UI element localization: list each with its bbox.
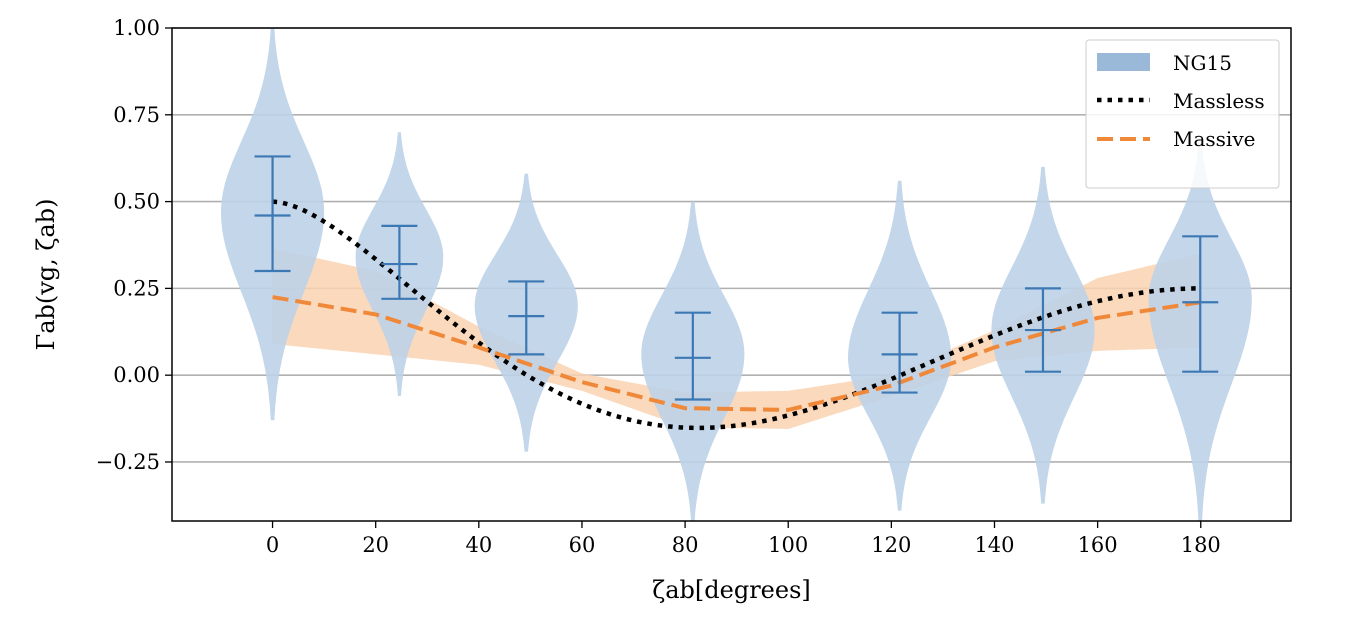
- x-axis-label: ζab[degrees]: [652, 576, 811, 604]
- x-tick-label: 20: [362, 533, 389, 557]
- ng15-errorbars: [254, 155, 1219, 401]
- axis-ticks: −0.25 0.00 0.25 0.50 0.75 1.00 0 20 40 60 80 100 120…: [96, 16, 1221, 557]
- x-tick-label: 160: [1078, 533, 1118, 557]
- y-tick-label: 0.00: [113, 363, 160, 387]
- legend-box: [1085, 39, 1280, 189]
- x-tick-label: 100: [768, 533, 808, 557]
- y-tick-label: −0.25: [96, 450, 160, 474]
- y-axis-label: Γab(vg, ζab): [32, 199, 60, 351]
- legend-ng15-label: NG15: [1173, 51, 1232, 75]
- plot-frame: [171, 27, 1292, 522]
- x-tick-label: 80: [672, 533, 699, 557]
- legend-massless-label: Massless: [1173, 89, 1265, 113]
- x-tick-label: 140: [974, 533, 1014, 557]
- legend-ng15-patch: [1097, 53, 1150, 71]
- y-tick-label: 0.25: [113, 276, 160, 300]
- y-tick-label: 1.00: [113, 16, 160, 40]
- y-tick-label: 0.75: [113, 103, 160, 127]
- x-tick-label: 40: [465, 533, 492, 557]
- x-tick-label: 120: [871, 533, 911, 557]
- x-tick-label: 60: [569, 533, 596, 557]
- legend: NG15 Massless Massive: [1085, 39, 1280, 189]
- legend-massive-label: Massive: [1173, 127, 1255, 151]
- x-tick-label: 180: [1181, 533, 1221, 557]
- x-tick-label: 0: [266, 533, 279, 557]
- y-tick-label: 0.50: [113, 190, 160, 214]
